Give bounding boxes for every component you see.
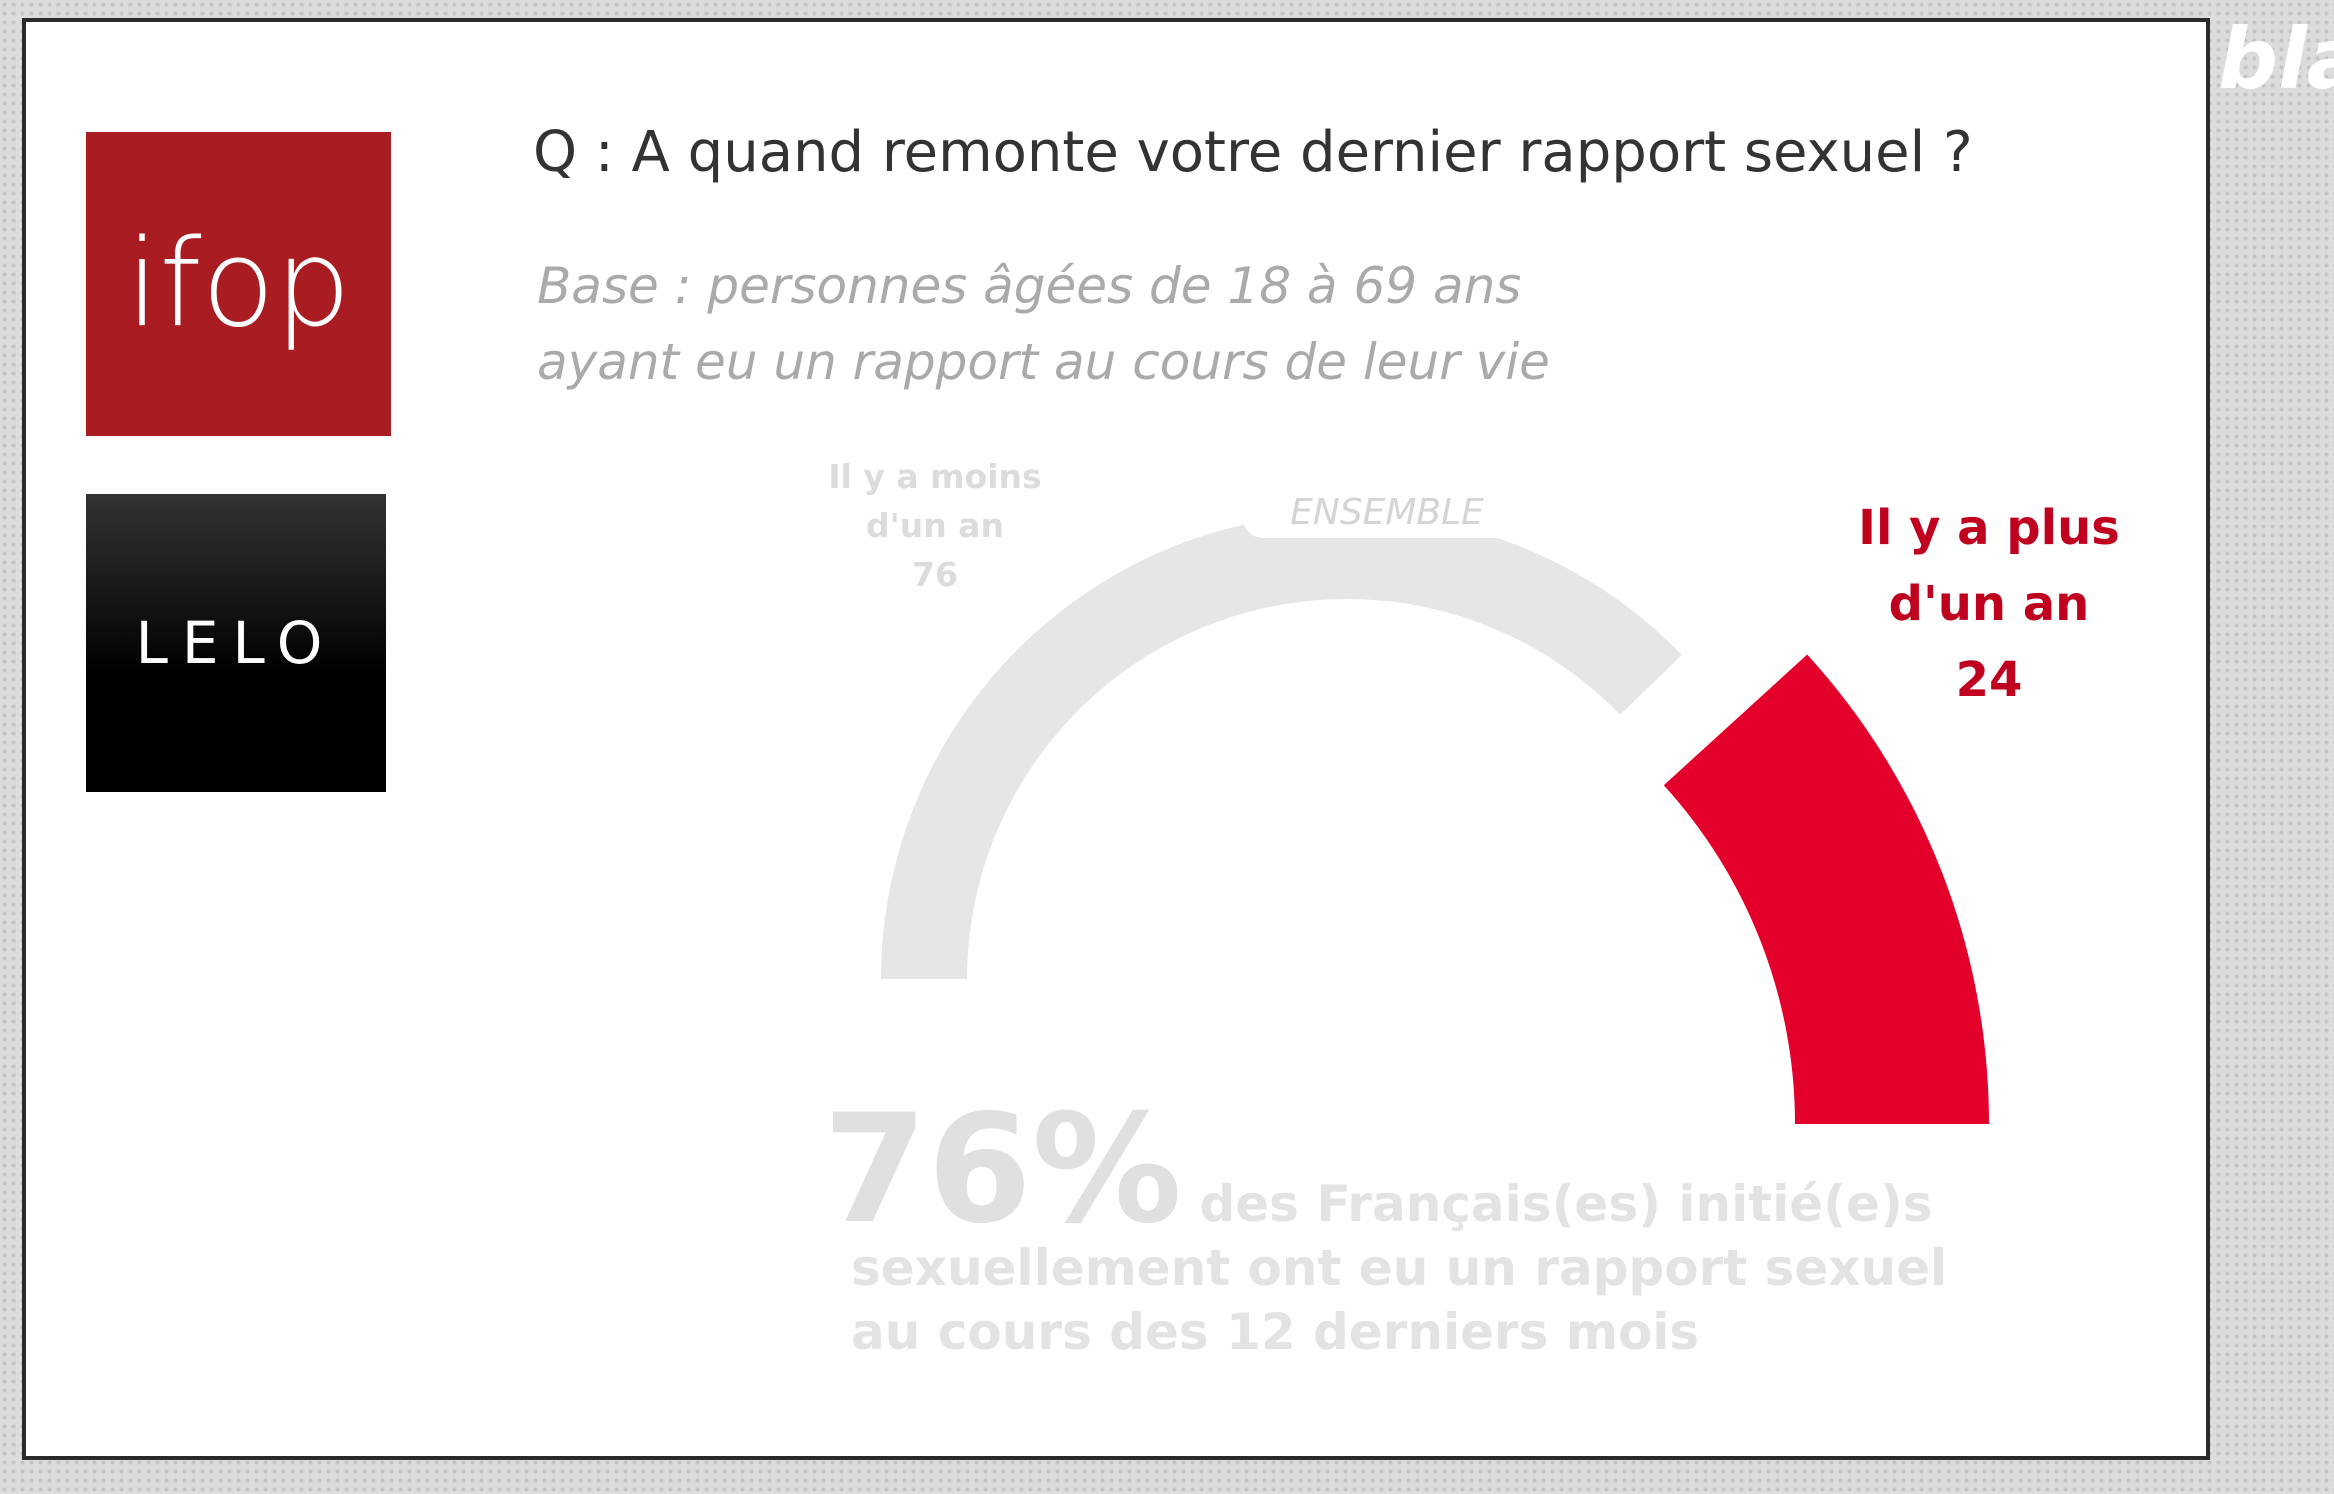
category-label: Il y a plus d'un an	[1858, 500, 2120, 632]
chart-title: Q : A quand remonte votre dernier rappor…	[533, 120, 1973, 185]
gauge-segment	[881, 513, 1682, 979]
segment-label: Il y a plus d'un an 24	[1829, 490, 2149, 718]
watermark: bla	[2218, 10, 2334, 108]
annotation: 76% des Français(es) initié(e)s sexuelle…	[823, 1095, 1961, 1364]
center-label-bg	[1243, 488, 1526, 538]
value-label: 24	[1955, 652, 2023, 708]
center-label: ENSEMBLE	[1290, 492, 1484, 533]
gauge-segment	[1663, 654, 1989, 1124]
lelo-logo: LELO	[86, 494, 386, 792]
segment-label: Il y a moins d'un an 76	[820, 452, 1050, 599]
value-label: 76	[912, 555, 958, 594]
annotation-text: des Français(es) initié(e)s sexuellement…	[851, 1175, 1948, 1361]
category-label: Il y a moins d'un an	[828, 457, 1042, 545]
ifop-logo: ifop	[86, 132, 391, 436]
chart-subtitle: Base : personnes âgées de 18 à 69 ans ay…	[537, 257, 1550, 391]
annotation-value: 76%	[823, 1083, 1183, 1257]
